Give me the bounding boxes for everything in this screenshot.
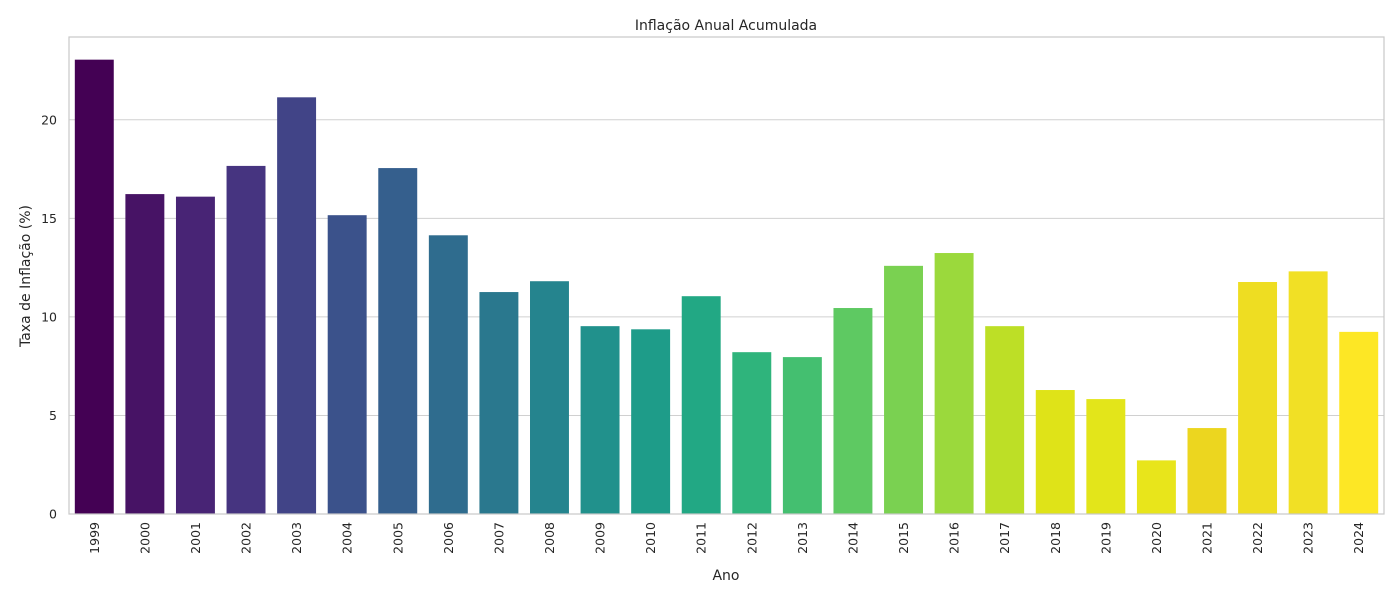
plot-frame bbox=[68, 36, 1385, 515]
bar-2011 bbox=[681, 296, 721, 514]
bar-2004 bbox=[327, 215, 367, 514]
bar-2023 bbox=[1288, 271, 1328, 514]
bar-2000 bbox=[125, 194, 165, 514]
bar-2007 bbox=[479, 292, 519, 514]
x-tick-label: 2020 bbox=[1149, 522, 1164, 554]
bar-2019 bbox=[1086, 399, 1126, 514]
y-tick-label: 20 bbox=[41, 112, 57, 127]
bar-2022 bbox=[1238, 282, 1278, 514]
bar-2017 bbox=[985, 326, 1025, 514]
bar-2009 bbox=[580, 326, 620, 514]
bar-2020 bbox=[1136, 460, 1176, 514]
x-tick-label: 2005 bbox=[390, 522, 405, 554]
x-tick-label: 2009 bbox=[593, 522, 608, 554]
x-tick-label: 2001 bbox=[188, 522, 203, 554]
bar-2008 bbox=[530, 281, 569, 514]
x-tick-label: 2021 bbox=[1199, 522, 1214, 554]
x-tick-label: 2018 bbox=[1048, 522, 1063, 554]
y-tick-label: 10 bbox=[41, 309, 57, 324]
bar-2001 bbox=[175, 196, 215, 514]
bar-2013 bbox=[782, 357, 822, 514]
x-tick-label: 2003 bbox=[289, 522, 304, 554]
x-axis-label: Ano bbox=[712, 568, 739, 584]
y-tick-labels: 0 5 10 15 20 bbox=[41, 112, 57, 521]
x-tick-labels: 1999 2000 2001 2002 2003 2004 2005 2006 2007 2008… bbox=[87, 522, 1366, 554]
x-tick-label: 2010 bbox=[643, 522, 658, 554]
bar-2014 bbox=[833, 308, 873, 514]
bar-2006 bbox=[428, 235, 468, 514]
x-tick-label: 2017 bbox=[997, 522, 1012, 554]
x-tick-label: 2023 bbox=[1301, 522, 1316, 554]
x-tick-label: 2008 bbox=[542, 522, 557, 554]
bar-2015 bbox=[884, 265, 923, 514]
x-tick-label: 2022 bbox=[1250, 522, 1265, 554]
bar-2002 bbox=[226, 165, 266, 514]
x-tick-label: 2007 bbox=[491, 522, 506, 554]
bar-2010 bbox=[631, 329, 671, 514]
x-tick-label: 2015 bbox=[896, 522, 911, 554]
bar-2021 bbox=[1187, 428, 1227, 514]
bar-2024 bbox=[1339, 331, 1379, 514]
x-tick-label: 2002 bbox=[239, 522, 254, 554]
x-tick-label: 2024 bbox=[1351, 522, 1366, 554]
grid-lines bbox=[69, 119, 1384, 515]
x-tick-label: 2016 bbox=[947, 522, 962, 554]
chart-title: Inflação Anual Acumulada bbox=[635, 18, 817, 34]
bar-2018 bbox=[1035, 390, 1075, 514]
x-tick-label: 2013 bbox=[795, 522, 810, 554]
x-tick-label: 2006 bbox=[441, 522, 456, 554]
x-tick-label: 2011 bbox=[694, 522, 709, 554]
y-tick-label: 0 bbox=[49, 507, 57, 522]
bar-2005 bbox=[378, 168, 418, 514]
bar-2012 bbox=[732, 352, 772, 514]
y-tick-label: 5 bbox=[49, 408, 57, 423]
x-tick-label: 2012 bbox=[744, 522, 759, 554]
x-tick-label: 2019 bbox=[1098, 522, 1113, 554]
bar-2003 bbox=[277, 97, 317, 514]
y-axis-label: Taxa de Inflação (%) bbox=[18, 205, 34, 348]
bar-1999 bbox=[74, 59, 114, 514]
y-tick-label: 15 bbox=[41, 211, 57, 226]
x-tick-label: 2004 bbox=[340, 522, 355, 554]
x-tick-label: 2000 bbox=[137, 522, 152, 554]
x-tick-label: 1999 bbox=[87, 522, 102, 554]
bar-2016 bbox=[934, 253, 974, 514]
bars-group bbox=[74, 59, 1379, 514]
x-tick-label: 2014 bbox=[845, 522, 860, 554]
